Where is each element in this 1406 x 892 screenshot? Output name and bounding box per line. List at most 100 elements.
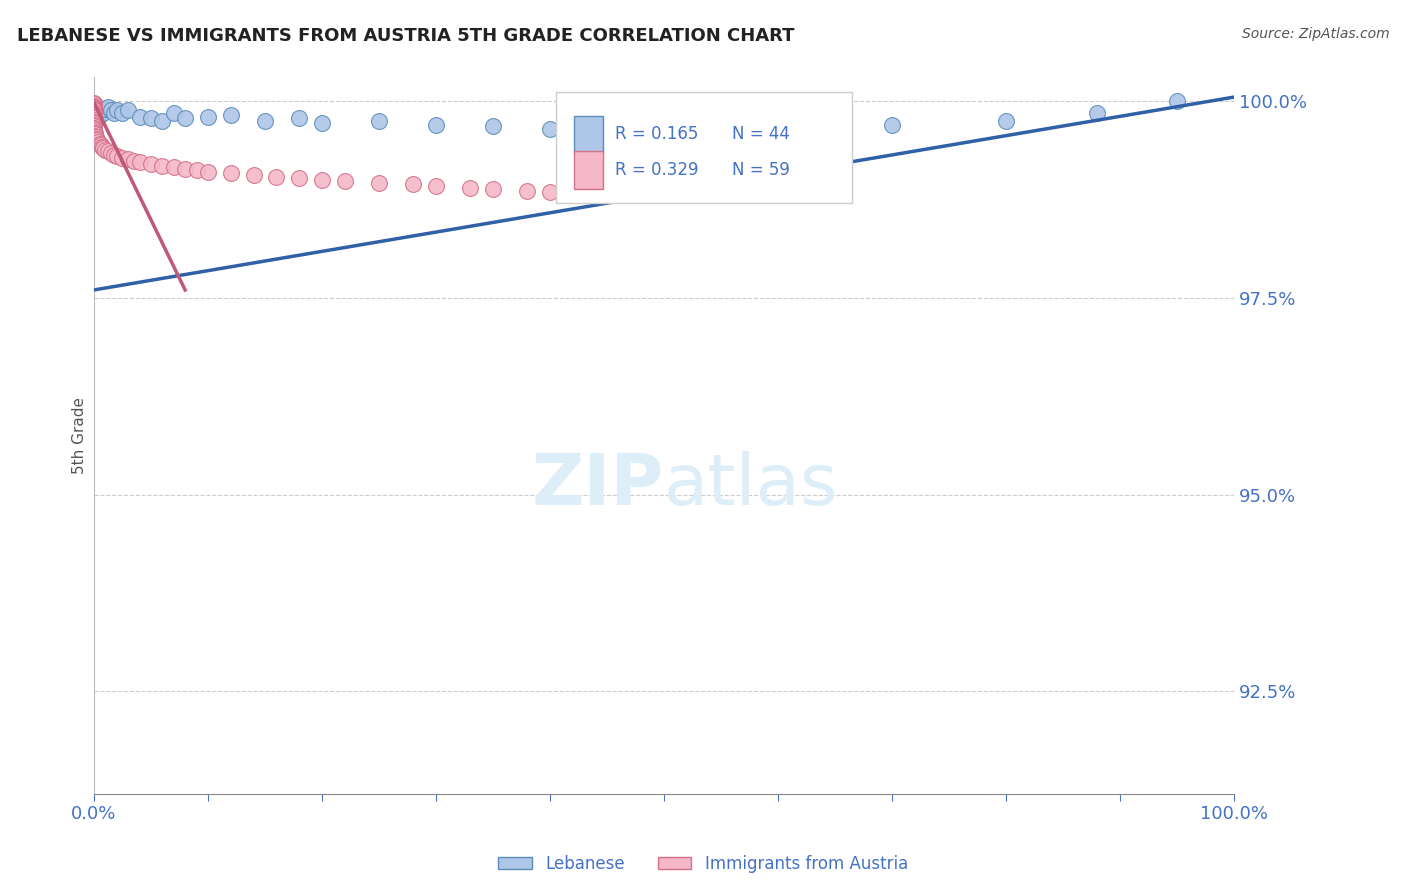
- Point: [84, 128, 107, 143]
- Point: [97, 100, 120, 114]
- Point: [83, 105, 105, 120]
- FancyBboxPatch shape: [574, 152, 603, 188]
- Point: [83, 99, 105, 113]
- Point: [482, 120, 505, 134]
- Point: [84, 108, 107, 122]
- Point: [538, 186, 561, 200]
- Point: [83, 103, 105, 118]
- Point: [122, 153, 145, 168]
- Point: [163, 160, 186, 174]
- Point: [84, 110, 107, 124]
- Point: [333, 174, 356, 188]
- Point: [139, 112, 162, 126]
- Point: [117, 153, 139, 167]
- Text: R = 0.165: R = 0.165: [614, 125, 699, 144]
- Point: [86, 103, 108, 118]
- Point: [103, 147, 125, 161]
- Point: [174, 161, 197, 176]
- Point: [83, 120, 105, 134]
- Point: [90, 138, 112, 153]
- Text: LEBANESE VS IMMIGRANTS FROM AUSTRIA 5TH GRADE CORRELATION CHART: LEBANESE VS IMMIGRANTS FROM AUSTRIA 5TH …: [17, 27, 794, 45]
- Point: [458, 180, 481, 194]
- Text: Source: ZipAtlas.com: Source: ZipAtlas.com: [1241, 27, 1389, 41]
- Point: [84, 98, 107, 112]
- FancyBboxPatch shape: [555, 92, 852, 202]
- Point: [83, 101, 105, 115]
- Point: [425, 179, 447, 194]
- Point: [83, 99, 105, 113]
- Point: [1085, 106, 1108, 120]
- Point: [100, 146, 122, 161]
- Point: [128, 155, 150, 169]
- Point: [311, 173, 333, 187]
- Point: [105, 103, 128, 118]
- Text: ZIP: ZIP: [531, 451, 664, 520]
- Point: [83, 116, 105, 130]
- Point: [242, 168, 264, 182]
- Point: [150, 159, 173, 173]
- Point: [83, 112, 105, 127]
- Point: [84, 130, 107, 145]
- Point: [288, 112, 311, 126]
- Text: atlas: atlas: [664, 451, 838, 520]
- Point: [766, 124, 789, 138]
- Point: [186, 163, 208, 178]
- Point: [83, 97, 105, 112]
- Point: [94, 102, 117, 116]
- Point: [86, 133, 108, 147]
- Point: [117, 103, 139, 118]
- Point: [163, 106, 186, 120]
- Text: N = 44: N = 44: [733, 125, 790, 144]
- Point: [139, 157, 162, 171]
- Point: [482, 182, 505, 196]
- Point: [288, 171, 311, 186]
- Point: [84, 106, 107, 120]
- Point: [90, 103, 112, 118]
- Point: [1166, 94, 1188, 108]
- Point: [880, 118, 903, 132]
- Point: [174, 112, 197, 126]
- Point: [89, 136, 111, 151]
- Point: [367, 176, 389, 190]
- Point: [91, 141, 114, 155]
- Point: [84, 112, 107, 127]
- FancyBboxPatch shape: [574, 116, 603, 153]
- Point: [266, 169, 288, 184]
- Point: [90, 139, 112, 153]
- Point: [111, 151, 134, 165]
- Point: [150, 113, 173, 128]
- Point: [94, 143, 117, 157]
- Point: [253, 113, 276, 128]
- Point: [84, 100, 107, 114]
- Text: R = 0.329: R = 0.329: [614, 161, 699, 179]
- Point: [128, 110, 150, 124]
- Point: [83, 124, 105, 138]
- Point: [516, 184, 538, 198]
- Point: [824, 120, 846, 134]
- Point: [83, 114, 105, 128]
- Point: [652, 129, 675, 144]
- Point: [83, 106, 105, 120]
- Point: [402, 178, 425, 192]
- Point: [83, 120, 105, 135]
- Point: [87, 135, 110, 149]
- Point: [111, 106, 134, 120]
- Point: [425, 118, 447, 132]
- Point: [83, 102, 105, 116]
- Point: [84, 126, 107, 140]
- Y-axis label: 5th Grade: 5th Grade: [72, 397, 87, 474]
- Point: [367, 113, 389, 128]
- Point: [83, 112, 105, 126]
- Point: [538, 121, 561, 136]
- Point: [311, 116, 333, 130]
- Point: [197, 165, 219, 179]
- Point: [83, 122, 105, 136]
- Point: [97, 145, 120, 159]
- Legend: Lebanese, Immigrants from Austria: Lebanese, Immigrants from Austria: [492, 848, 914, 880]
- Text: N = 59: N = 59: [733, 161, 790, 179]
- Point: [83, 95, 105, 110]
- Point: [219, 108, 242, 122]
- Point: [84, 102, 107, 116]
- Point: [84, 102, 107, 116]
- Point: [89, 108, 111, 122]
